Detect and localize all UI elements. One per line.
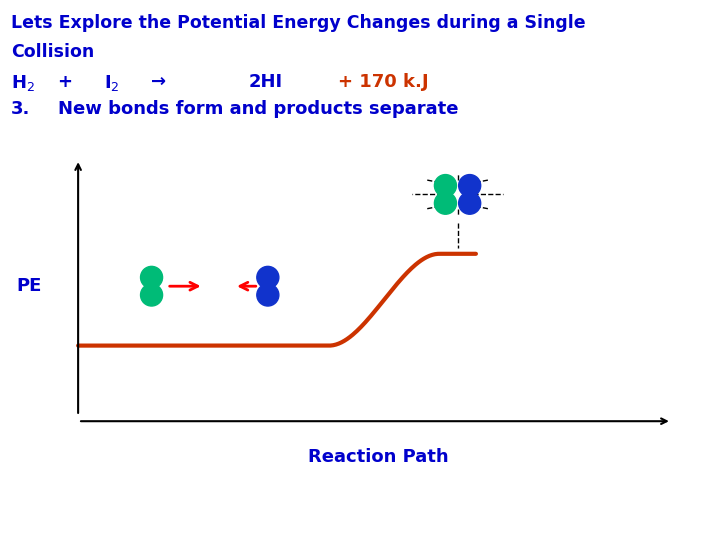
Text: New bonds form and products separate: New bonds form and products separate (58, 100, 458, 118)
Ellipse shape (140, 284, 163, 306)
Text: PE: PE (17, 277, 42, 295)
Ellipse shape (459, 192, 481, 214)
Text: I$_2$: I$_2$ (104, 73, 120, 93)
Text: Lets Explore the Potential Energy Changes during a Single: Lets Explore the Potential Energy Change… (11, 14, 585, 31)
Ellipse shape (434, 192, 456, 214)
Ellipse shape (459, 174, 481, 197)
Ellipse shape (140, 266, 163, 288)
Text: Collision: Collision (11, 43, 94, 61)
Ellipse shape (257, 266, 279, 288)
Text: + 170 k.J: + 170 k.J (338, 73, 429, 91)
Text: 2HI: 2HI (248, 73, 282, 91)
Ellipse shape (257, 284, 279, 306)
Text: H$_2$: H$_2$ (11, 73, 35, 93)
Text: →: → (151, 73, 166, 91)
Text: 3.: 3. (11, 100, 30, 118)
Text: Reaction Path: Reaction Path (307, 448, 449, 466)
Ellipse shape (434, 174, 456, 197)
Text: +: + (58, 73, 73, 91)
